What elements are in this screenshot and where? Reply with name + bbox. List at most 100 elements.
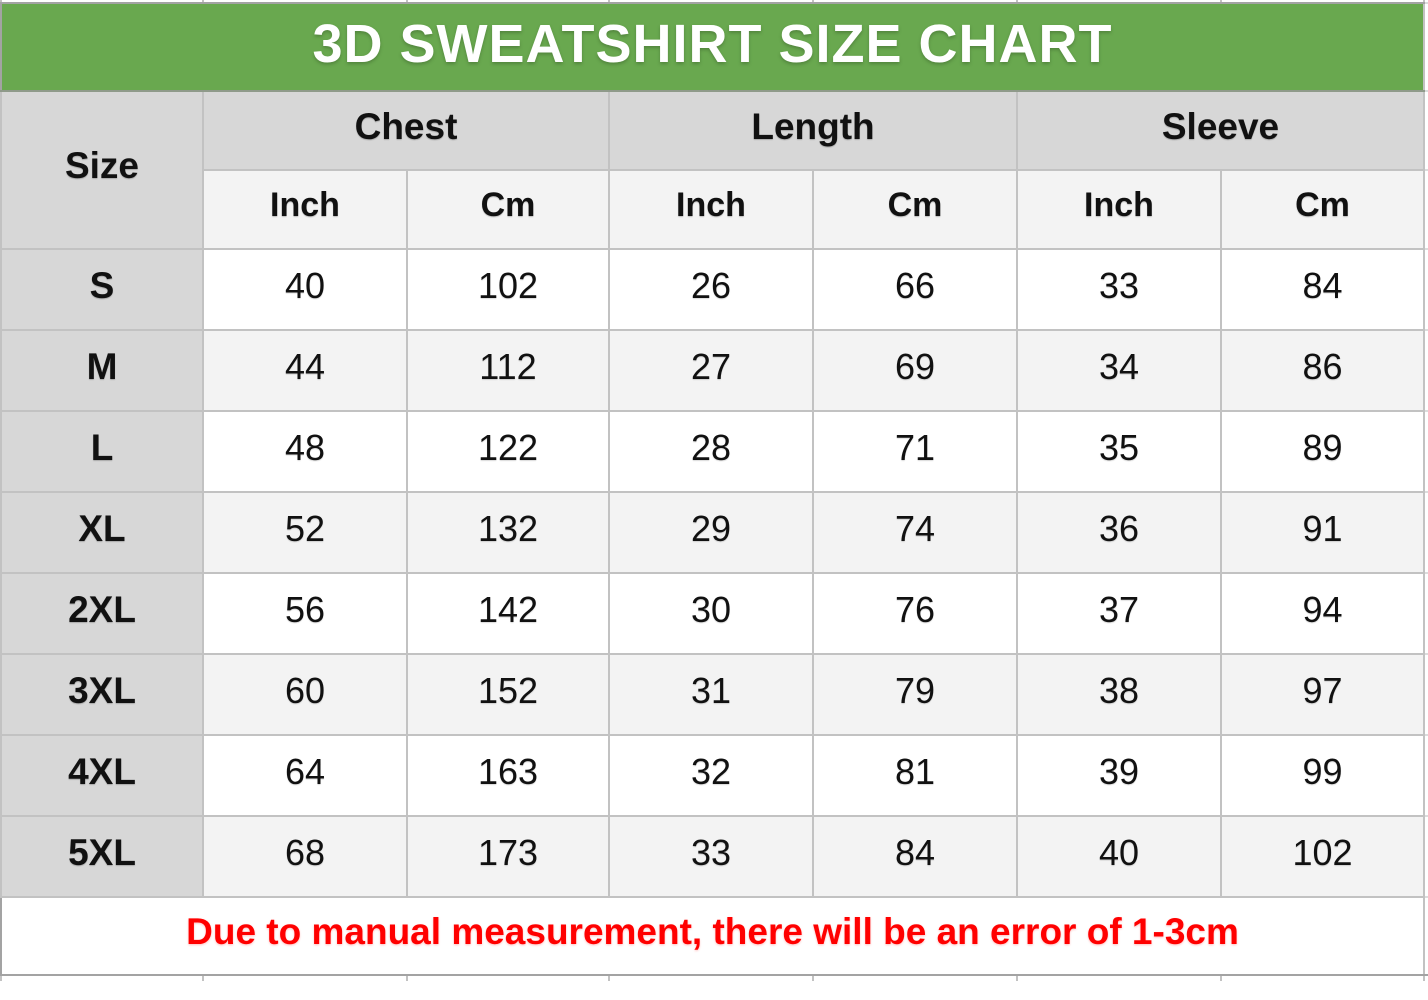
- grid-stub-cell: [812, 974, 1018, 981]
- value-cell: 37: [1016, 572, 1222, 655]
- size-label: S: [0, 248, 204, 331]
- grid-stub-cell: [202, 974, 408, 981]
- grid-stub-cell: [1220, 0, 1425, 4]
- value-cell: 99: [1220, 734, 1425, 817]
- measurement-notice: Due to manual measurement, there will be…: [0, 896, 1425, 976]
- value-cell: 152: [406, 653, 610, 736]
- grid-stub-cell: [202, 0, 408, 4]
- value-cell: 35: [1016, 410, 1222, 493]
- unit-header-chest-cm: Cm: [406, 169, 610, 250]
- right-grid-stub: [1423, 248, 1428, 331]
- size-row-2xl: 2XL 56 142 30 76 37 94: [0, 572, 1428, 655]
- value-cell: 86: [1220, 329, 1425, 412]
- size-row-xl: XL 52 132 29 74 36 91: [0, 491, 1428, 574]
- group-header-row: Size Chest Length Sleeve: [0, 90, 1428, 250]
- value-cell: 31: [608, 653, 814, 736]
- value-cell: 122: [406, 410, 610, 493]
- unit-header-chest-inch: Inch: [202, 169, 408, 250]
- value-cell: 33: [1016, 248, 1222, 331]
- right-grid-stub: [1423, 653, 1428, 736]
- size-label: 5XL: [0, 815, 204, 898]
- value-cell: 112: [406, 329, 610, 412]
- value-cell: 28: [608, 410, 814, 493]
- group-header-chest: Chest: [202, 90, 610, 171]
- value-cell: 94: [1220, 572, 1425, 655]
- value-cell: 29: [608, 491, 814, 574]
- unit-header-length-inch: Inch: [608, 169, 814, 250]
- value-cell: 60: [202, 653, 408, 736]
- value-cell: 74: [812, 491, 1018, 574]
- value-cell: 142: [406, 572, 610, 655]
- value-cell: 64: [202, 734, 408, 817]
- size-column-header: Size: [0, 90, 204, 250]
- right-grid-stub: [1423, 572, 1428, 655]
- value-cell: 69: [812, 329, 1018, 412]
- value-cell: 40: [202, 248, 408, 331]
- top-grid-stub-row: [0, 0, 1428, 4]
- size-row-5xl: 5XL 68 173 33 84 40 102: [0, 815, 1428, 898]
- size-row-3xl: 3XL 60 152 31 79 38 97: [0, 653, 1428, 736]
- value-cell: 97: [1220, 653, 1425, 736]
- value-cell: 102: [406, 248, 610, 331]
- right-grid-stub: [1423, 815, 1428, 898]
- value-cell: 66: [812, 248, 1018, 331]
- unit-header-length-cm: Cm: [812, 169, 1018, 250]
- size-row-4xl: 4XL 64 163 32 81 39 99: [0, 734, 1428, 817]
- value-cell: 91: [1220, 491, 1425, 574]
- value-cell: 40: [1016, 815, 1222, 898]
- value-cell: 68: [202, 815, 408, 898]
- right-grid-stub: [1423, 734, 1428, 817]
- value-cell: 163: [406, 734, 610, 817]
- value-cell: 44: [202, 329, 408, 412]
- grid-stub-cell: [406, 974, 610, 981]
- value-cell: 89: [1220, 410, 1425, 493]
- value-cell: 102: [1220, 815, 1425, 898]
- unit-header-sleeve-cm: Cm: [1220, 169, 1425, 250]
- value-cell: 26: [608, 248, 814, 331]
- value-cell: 56: [202, 572, 408, 655]
- value-cell: 34: [1016, 329, 1222, 412]
- value-cell: 32: [608, 734, 814, 817]
- value-cell: 39: [1016, 734, 1222, 817]
- group-header-sleeve: Sleeve: [1016, 90, 1425, 171]
- title-row: 3D SWEATSHIRT SIZE CHART: [0, 2, 1428, 92]
- right-grid-stub: [1423, 410, 1428, 493]
- unit-header-sleeve-inch: Inch: [1016, 169, 1222, 250]
- notice-row: Due to manual measurement, there will be…: [0, 896, 1428, 976]
- grid-stub-cell: [1423, 0, 1428, 4]
- grid-stub-cell: [1016, 0, 1222, 4]
- grid-stub-cell: [1220, 974, 1425, 981]
- grid-stub-cell: [0, 0, 204, 4]
- size-label: M: [0, 329, 204, 412]
- value-cell: 132: [406, 491, 610, 574]
- grid-stub-cell: [812, 0, 1018, 4]
- bottom-grid-stub-row: [0, 974, 1428, 981]
- grid-stub-cell: [1016, 974, 1222, 981]
- value-cell: 48: [202, 410, 408, 493]
- grid-stub-cell: [608, 0, 814, 4]
- size-label: L: [0, 410, 204, 493]
- size-label: 3XL: [0, 653, 204, 736]
- size-row-m: M 44 112 27 69 34 86: [0, 329, 1428, 412]
- unit-header-row: Inch Cm Inch Cm Inch Cm: [1, 169, 1428, 250]
- value-cell: 38: [1016, 653, 1222, 736]
- value-cell: 36: [1016, 491, 1222, 574]
- size-label: 4XL: [0, 734, 204, 817]
- right-grid-stub: [1423, 896, 1428, 976]
- right-grid-stub: [1423, 2, 1428, 92]
- size-row-l: L 48 122 28 71 35 89: [0, 410, 1428, 493]
- value-cell: 52: [202, 491, 408, 574]
- value-cell: 84: [812, 815, 1018, 898]
- size-label: 2XL: [0, 572, 204, 655]
- value-cell: 27: [608, 329, 814, 412]
- value-cell: 71: [812, 410, 1018, 493]
- value-cell: 30: [608, 572, 814, 655]
- value-cell: 79: [812, 653, 1018, 736]
- chart-title: 3D SWEATSHIRT SIZE CHART: [0, 2, 1425, 92]
- value-cell: 81: [812, 734, 1018, 817]
- grid-stub-cell: [0, 974, 204, 981]
- value-cell: 76: [812, 572, 1018, 655]
- value-cell: 84: [1220, 248, 1425, 331]
